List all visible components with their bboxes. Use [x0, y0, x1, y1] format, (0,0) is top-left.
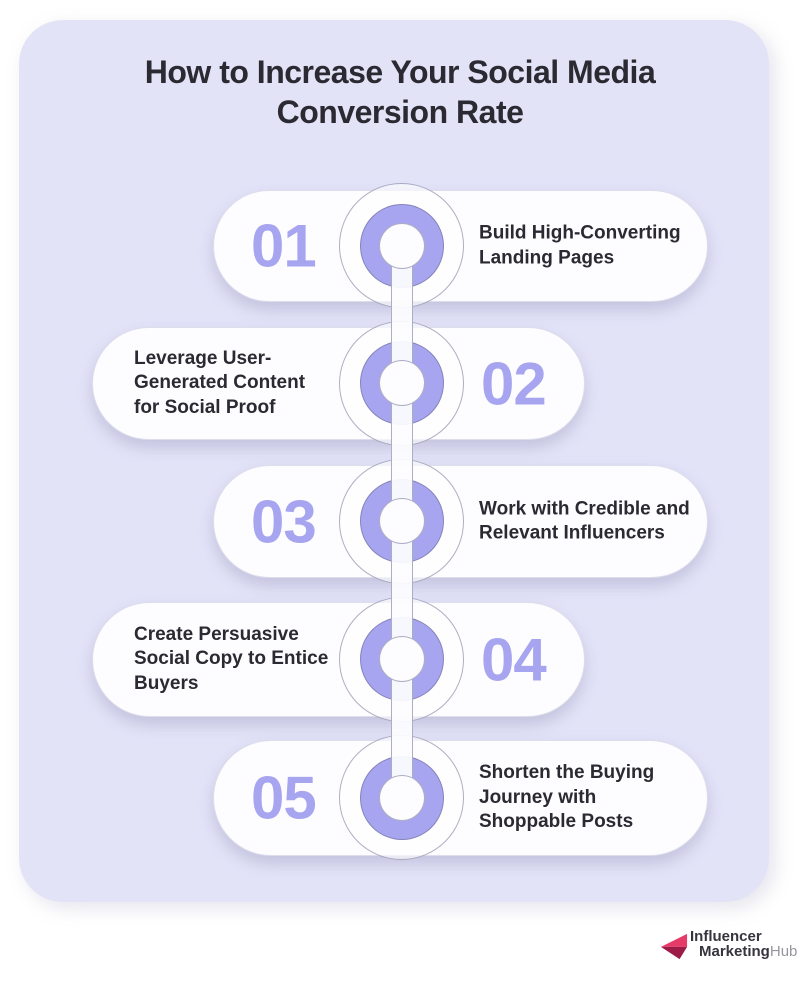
- step-number: 05: [251, 764, 317, 832]
- step-label: Create Persuasive Social Copy to Entice …: [134, 623, 329, 694]
- logo-hub: Hub: [769, 943, 798, 960]
- timeline-node-center: [379, 775, 425, 821]
- step-label: Shorten the Buying Journey with Shoppabl…: [479, 761, 655, 833]
- logo-marketing: Marketing: [699, 943, 770, 960]
- step-pill-2: 02 Leverage User-Generated Content for S…: [92, 327, 585, 440]
- timeline-node-center: [379, 498, 425, 544]
- step-number: 03: [251, 488, 317, 555]
- step-label: Work with Credible and Relevant Influenc…: [479, 497, 690, 544]
- logo-text: Influencer MarketingHub: [690, 929, 797, 959]
- step-pill-4: 04 Create Persuasive Social Copy to Enti…: [92, 602, 585, 717]
- timeline-node-center: [379, 636, 425, 682]
- logo-arrow-icon: [660, 933, 688, 960]
- logo-line1: Influencer: [690, 928, 762, 945]
- step-number: 02: [481, 350, 547, 417]
- step-number: 04: [481, 626, 547, 693]
- step-number: 01: [251, 212, 317, 280]
- timeline-node-center: [379, 223, 425, 269]
- logo-line2: MarketingHub: [690, 944, 797, 959]
- step-label: Build High-Converting Landing Pages: [479, 222, 681, 268]
- step-label: Leverage User-Generated Content for Soci…: [134, 347, 306, 418]
- influencer-marketinghub-logo: Influencer MarketingHub: [660, 929, 797, 960]
- timeline-node-center: [379, 360, 425, 406]
- infographic-title: How to Increase Your Social Media Conver…: [144, 54, 656, 130]
